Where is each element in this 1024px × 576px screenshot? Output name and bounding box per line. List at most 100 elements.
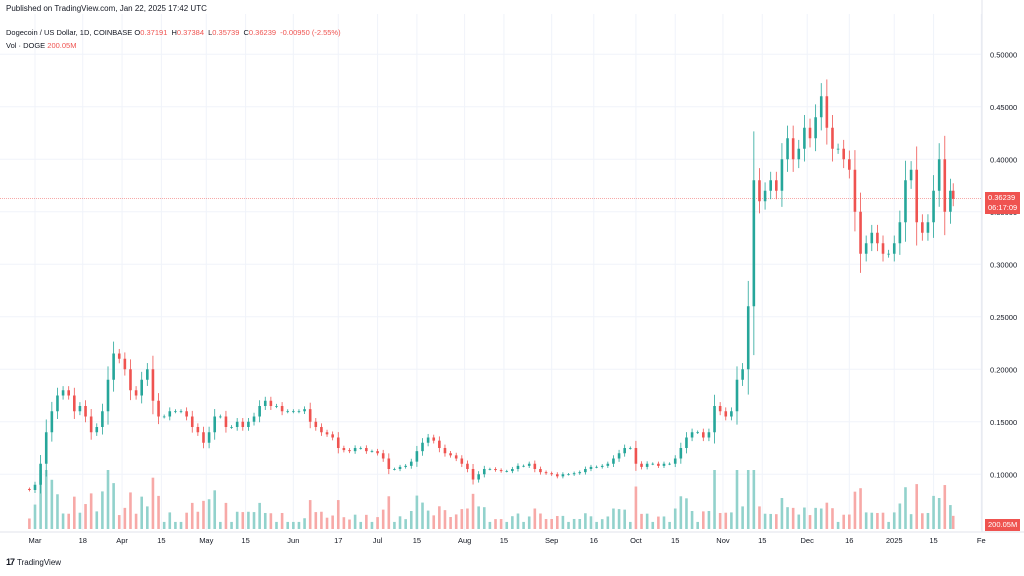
candle-body — [471, 469, 475, 480]
candle-body — [951, 190, 955, 199]
volume-bar — [578, 518, 582, 529]
candle-body — [112, 353, 115, 380]
candle-body — [106, 379, 110, 412]
volume-bar — [623, 509, 626, 529]
volume-bar — [819, 508, 823, 529]
volume-bar — [84, 504, 87, 529]
candle-body — [584, 469, 587, 473]
candle-body — [370, 451, 374, 452]
candle-body — [707, 432, 711, 438]
volume-bar — [550, 518, 553, 529]
volume-bar — [370, 521, 374, 529]
volume-bar — [393, 521, 396, 529]
candle-body — [853, 169, 857, 212]
volume-bar — [825, 502, 829, 529]
volume-bar — [533, 508, 537, 529]
volume-bar — [190, 502, 194, 529]
y-tick-label: 0.25000 — [990, 313, 1017, 322]
volume-bar — [241, 512, 245, 529]
volume-bar — [179, 521, 183, 529]
candle-body — [836, 148, 840, 150]
candle-body — [746, 306, 750, 370]
volume-bar — [730, 512, 733, 529]
candle-body — [252, 416, 256, 422]
candle-body — [516, 465, 520, 469]
candle-body — [202, 432, 205, 443]
candle-body — [561, 474, 565, 477]
volume-bar — [308, 500, 312, 529]
candle-body — [348, 450, 351, 452]
volume-bar — [101, 491, 104, 529]
volume-bar — [803, 507, 806, 529]
candle-body — [741, 369, 744, 380]
candle-body — [292, 411, 295, 413]
candle-body — [949, 190, 952, 212]
volume-bar — [876, 512, 879, 529]
volume-bar — [421, 502, 424, 529]
candle-body — [640, 463, 643, 467]
high-label: H — [171, 28, 177, 37]
candle-body — [308, 409, 312, 422]
volume-bar — [951, 515, 955, 529]
volume-bar — [235, 511, 239, 529]
candle-body — [381, 453, 385, 459]
candle-body — [409, 461, 413, 466]
open-value: 0.37191 — [140, 28, 168, 37]
candle-body — [241, 421, 245, 427]
candle-body — [943, 159, 947, 212]
volume-row: Vol · DOGE 200.05M — [6, 39, 343, 52]
volume-bar — [921, 513, 924, 529]
volume-bar — [207, 499, 211, 529]
volume-bar — [696, 521, 699, 529]
candle-body — [398, 466, 402, 469]
volume-bar — [129, 492, 132, 529]
volume-bar — [449, 517, 452, 529]
volume-label[interactable]: Vol · DOGE — [6, 41, 46, 50]
candle-body — [814, 117, 817, 139]
candle-body — [612, 458, 615, 464]
symbol-name[interactable]: Dogecoin / US Dollar, 1D, COINBASE — [6, 28, 133, 37]
candle-body — [797, 148, 801, 160]
price-axis[interactable]: 0.500000.450000.400000.350000.300000.250… — [990, 50, 1017, 479]
low-label: L — [208, 28, 213, 37]
candle-body — [482, 469, 486, 475]
volume-bar — [617, 509, 621, 529]
candle-body — [376, 451, 379, 454]
volume-bar — [50, 479, 54, 529]
time-axis[interactable]: Mar 18 Apr 15 May 15 Jun 17 Jul 15 Aug 15 Sep 16 Oct 15… — [29, 536, 986, 545]
volume-bar — [808, 515, 812, 529]
candle-body — [44, 432, 48, 464]
x-tick-label: 17 — [334, 536, 342, 545]
volume-bar — [404, 519, 407, 529]
candle-body — [909, 169, 913, 181]
volume-bar — [763, 513, 767, 529]
candle-body — [892, 243, 896, 254]
candle-body — [702, 432, 705, 438]
x-tick-label: Apr — [116, 536, 128, 545]
x-tick-label: 15 — [241, 536, 249, 545]
x-tick-label: 15 — [758, 536, 766, 545]
volume-bar — [56, 494, 59, 529]
x-tick-label: Fe — [977, 536, 986, 545]
candle-body — [842, 148, 846, 160]
candle-body — [808, 127, 812, 139]
candle-body — [511, 469, 514, 472]
candle-body — [235, 421, 239, 427]
candle-body — [752, 180, 756, 307]
volume-bar — [482, 507, 486, 529]
volume-bar — [44, 470, 48, 529]
candle-body — [134, 390, 138, 396]
volume-bar — [336, 500, 340, 529]
tradingview-logo[interactable]: 17 TradingView — [6, 557, 61, 567]
candle-body — [634, 448, 638, 464]
chart-grid — [0, 0, 1024, 533]
volume-bar — [791, 507, 795, 529]
y-tick-label: 0.10000 — [990, 470, 1017, 479]
volume-bar — [314, 512, 318, 529]
candle-body — [595, 466, 598, 468]
volume-bar — [359, 521, 363, 529]
volume-bar — [522, 521, 525, 529]
volume-bar — [892, 512, 896, 529]
published-caption: Published on TradingView.com, Jan 22, 20… — [6, 4, 207, 13]
